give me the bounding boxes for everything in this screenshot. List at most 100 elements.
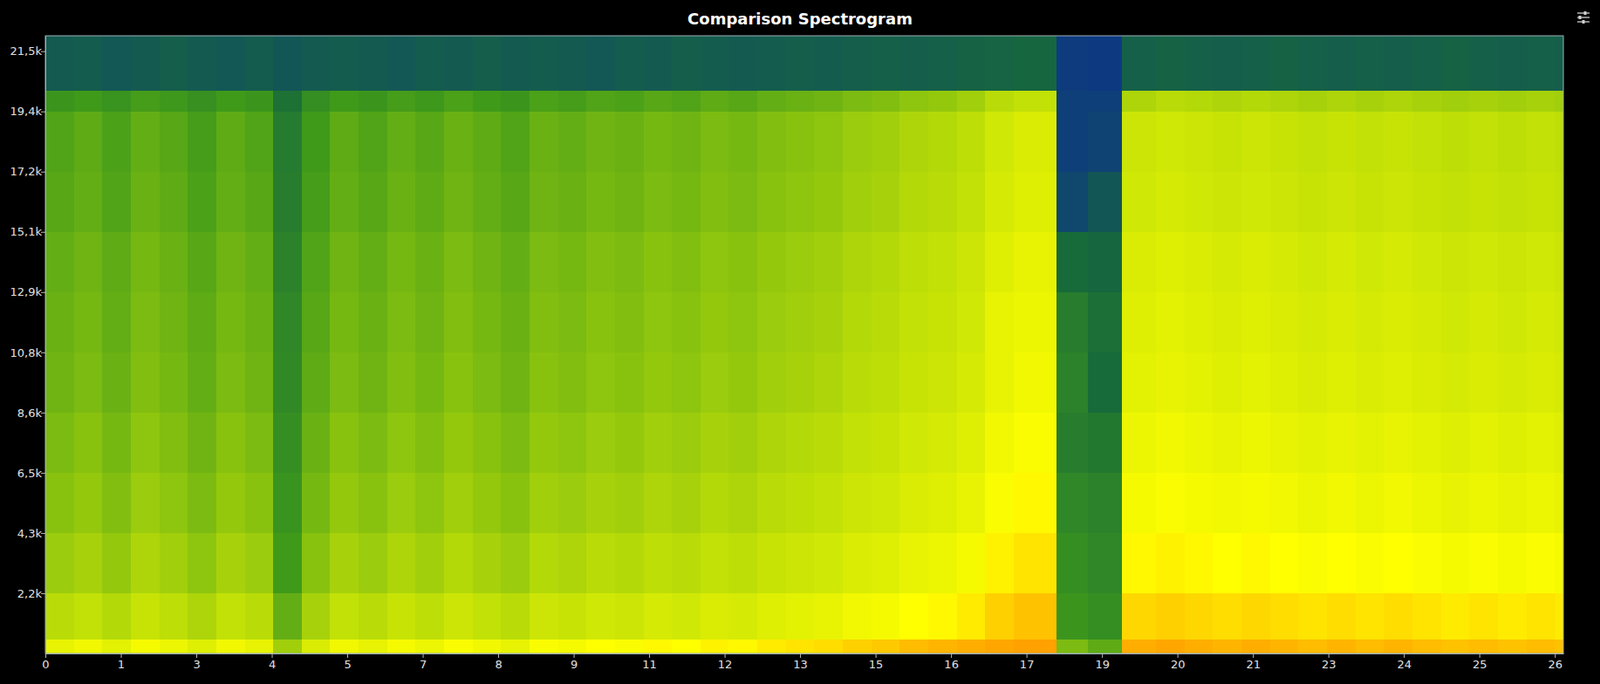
heatmap-cell — [1526, 90, 1556, 112]
heatmap-cell — [1469, 35, 1498, 91]
heatmap-cell — [871, 593, 901, 640]
heatmap-cell — [1121, 593, 1156, 640]
heatmap-cell — [1087, 171, 1122, 233]
heatmap-cell — [984, 412, 1014, 473]
heatmap-cell — [813, 472, 843, 534]
heatmap-cell — [1383, 292, 1413, 353]
heatmap-cell — [387, 232, 417, 293]
heatmap-cell — [444, 593, 473, 640]
heatmap-cell — [1184, 35, 1214, 91]
heatmap-cell — [1241, 412, 1271, 473]
heatmap-cell — [1355, 412, 1385, 473]
heatmap-cell — [757, 292, 787, 353]
heatmap-cell — [387, 412, 417, 473]
tick: 2,2k — [17, 587, 46, 601]
heatmap-cell — [586, 171, 616, 233]
tick-label: 1 — [117, 657, 125, 671]
heatmap-cell — [444, 292, 473, 353]
heatmap-cell — [387, 90, 417, 112]
heatmap-cell — [472, 232, 502, 293]
heatmap-cell — [957, 472, 986, 534]
heatmap-cell — [1355, 639, 1385, 654]
heatmap-cell — [74, 292, 103, 353]
heatmap-cell — [786, 171, 815, 233]
heatmap-cell — [472, 533, 502, 594]
heatmap-cell — [1013, 111, 1057, 172]
heatmap-cell — [1212, 292, 1242, 353]
heatmap-cell — [984, 111, 1014, 172]
icon-knob — [1579, 15, 1582, 20]
heatmap-cell — [159, 35, 189, 91]
tick: 10,8k — [10, 345, 46, 359]
tick-label: 9 — [570, 657, 578, 671]
heatmap-cell — [130, 472, 160, 534]
heatmap-cell — [500, 171, 530, 233]
heatmap-cell — [757, 412, 787, 473]
heatmap-cell — [187, 292, 217, 353]
heatmap-cell — [1554, 412, 1564, 473]
heatmap-cell — [415, 171, 445, 233]
tick: 23 — [1321, 653, 1337, 671]
plot-frame — [45, 35, 1564, 654]
heatmap-cell — [786, 472, 815, 534]
heatmap-cell — [1241, 593, 1271, 640]
heatmap-cell — [1013, 472, 1057, 534]
heatmap-cell — [1270, 593, 1300, 640]
heatmap-cell — [472, 472, 502, 534]
heatmap-cell — [586, 352, 616, 413]
heatmap-cell — [957, 292, 986, 353]
heatmap-cell — [74, 472, 103, 534]
tick: 21,5k — [10, 44, 46, 58]
tick-label: 8,6k — [17, 406, 43, 420]
heatmap-cell — [757, 352, 787, 413]
heatmap-cell — [1184, 111, 1214, 172]
heatmap-cell — [1469, 171, 1498, 233]
heatmap-cell — [74, 533, 103, 594]
icon-knob — [1584, 11, 1587, 15]
heatmap-cell — [615, 412, 644, 473]
heatmap-cell — [1497, 639, 1527, 654]
heatmap-cell — [1526, 232, 1556, 293]
tick-label: 17 — [1019, 657, 1035, 671]
heatmap-cell — [957, 593, 986, 640]
heatmap-cell — [301, 292, 331, 353]
heatmap-cell — [1554, 352, 1564, 413]
heatmap-cell — [387, 533, 417, 594]
tick-label: 26 — [1547, 657, 1563, 671]
heatmap-cell — [586, 232, 616, 293]
heatmap-cell — [74, 90, 103, 112]
heatmap-cell — [643, 292, 673, 353]
heatmap-cell — [415, 593, 445, 640]
heatmap-cell — [472, 639, 502, 654]
heatmap-cell — [159, 639, 189, 654]
heatmap-cell — [928, 593, 958, 640]
heatmap-cell — [130, 90, 160, 112]
heatmap-cell — [1056, 593, 1088, 640]
heatmap-cell — [273, 412, 302, 473]
heatmap-cell — [1526, 352, 1556, 413]
heatmap-cell — [1469, 533, 1498, 594]
heatmap-cell — [1326, 639, 1356, 654]
heatmap-cell — [842, 472, 872, 534]
heatmap-cell — [871, 35, 901, 91]
heatmap-cell — [1298, 111, 1327, 172]
heatmap-cell — [500, 533, 530, 594]
heatmap-cell — [1441, 639, 1471, 654]
heatmap-cell — [899, 593, 929, 640]
heatmap-cell — [728, 472, 758, 534]
heatmap-cell — [301, 35, 331, 91]
heatmap-cell — [1184, 593, 1214, 640]
heatmap-cell — [1441, 593, 1471, 640]
heatmap-cell — [387, 639, 417, 654]
settings-icon[interactable] — [1577, 11, 1590, 24]
heatmap-cell — [358, 472, 388, 534]
heatmap-cell — [1412, 593, 1442, 640]
heatmap-cell — [1087, 352, 1122, 413]
heatmap-cell — [1383, 472, 1413, 534]
heatmap-cell — [358, 412, 388, 473]
heatmap-cell — [415, 292, 445, 353]
heatmap-cell — [245, 292, 274, 353]
heatmap-cell — [786, 639, 815, 654]
heatmap-cell — [813, 292, 843, 353]
heatmap-cell — [700, 533, 730, 594]
